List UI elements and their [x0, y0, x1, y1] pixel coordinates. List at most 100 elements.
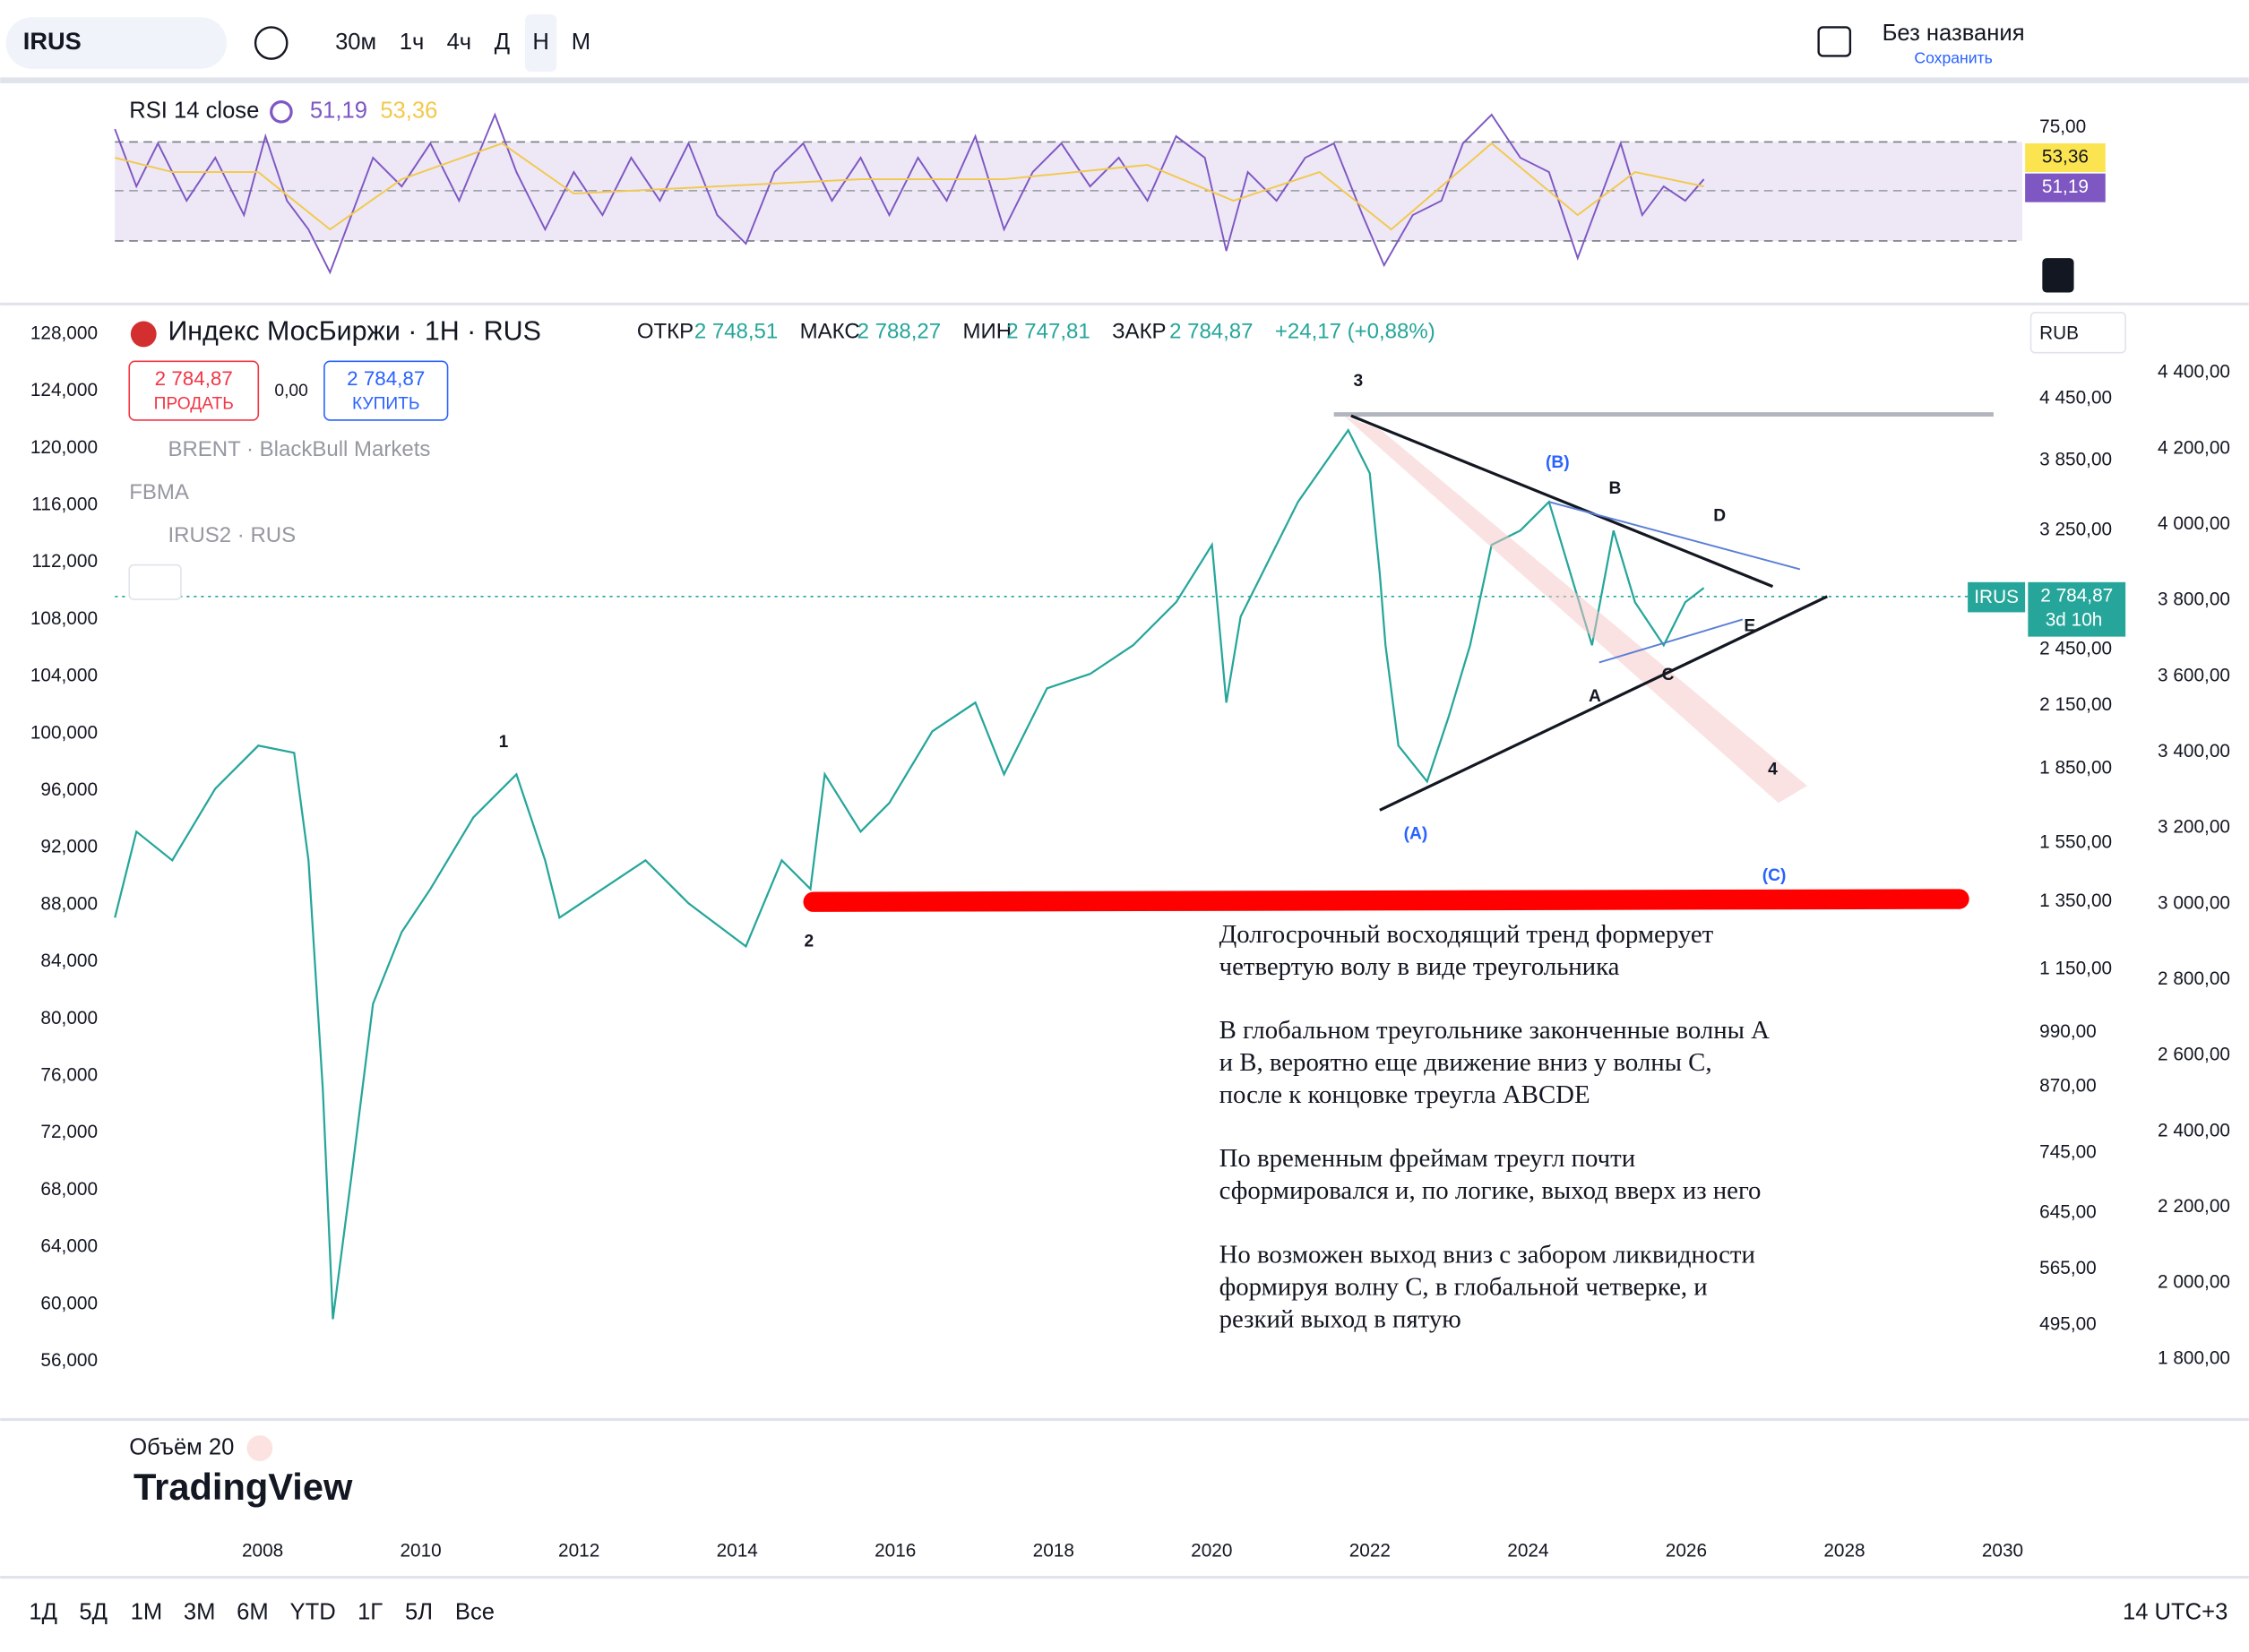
wave-label: B	[1608, 479, 1621, 498]
range-button[interactable]: 5Д	[79, 1599, 108, 1624]
tag-price: 2 784,87	[2040, 585, 2113, 606]
interval[interactable]: 1ч	[400, 30, 425, 55]
tag-symbol-bg	[1968, 581, 2026, 613]
layout-icon[interactable]	[1817, 26, 1852, 57]
wave-label: 4	[1768, 761, 1778, 779]
sell-label[interactable]: ПРОДАТЬ	[154, 394, 234, 413]
annotation-line: резкий выход в пятую	[1219, 1304, 1461, 1333]
left-axis-label: 92,000	[40, 837, 98, 857]
interval[interactable]: Н	[532, 30, 548, 55]
active-interval-bg	[524, 14, 557, 73]
buy-label[interactable]: КУПИТЬ	[352, 394, 419, 413]
x-axis-label: 2012	[558, 1540, 599, 1561]
rsi-value-tag-text: 51,19	[2042, 176, 2089, 197]
mid-axis-label: 745,00	[2039, 1141, 2097, 1162]
range-button[interactable]: 1Д	[29, 1599, 57, 1624]
price-series	[114, 427, 1705, 1320]
auto-scale[interactable]	[2042, 258, 2074, 293]
left-axis-label: 104,000	[30, 666, 98, 686]
x-axis-label: 2030	[1982, 1540, 2023, 1561]
collapse-button[interactable]	[128, 564, 182, 600]
overlay-name: IRUS2 · RUS	[168, 523, 296, 547]
currency[interactable]: RUB	[2039, 323, 2079, 343]
range-button[interactable]: 3М	[184, 1599, 216, 1624]
overlay-name: BRENT · BlackBull Markets	[168, 437, 430, 461]
wave-label: D	[1713, 506, 1726, 525]
right-axis-label: 2 400,00	[2158, 1120, 2230, 1140]
left-axis-label: 84,000	[40, 951, 98, 971]
range-button[interactable]: 1Г	[358, 1599, 383, 1624]
right-axis-label: 4 400,00	[2158, 362, 2230, 383]
ohlc-value: 2 784,87	[1169, 320, 1253, 344]
timezone[interactable]: 14 UTC+3	[2123, 1599, 2227, 1624]
rsi-refresh[interactable]	[270, 100, 293, 124]
spread: 0,00	[274, 382, 307, 400]
ohlc-label: ЗАКР	[1112, 320, 1167, 344]
annotation-line: сформировался и, по логике, выход вверх …	[1219, 1176, 1762, 1205]
save-button[interactable]: Сохранить	[1914, 48, 1992, 66]
left-axis-label: 116,000	[31, 495, 98, 515]
range-button[interactable]: YTD	[290, 1599, 336, 1624]
rsi-ma-line	[114, 142, 1704, 231]
currency-select[interactable]	[2029, 312, 2126, 354]
left-axis-label: 88,000	[40, 893, 98, 914]
left-axis-label: 100,000	[30, 722, 98, 743]
ohlc-label: МИН	[962, 320, 1012, 344]
interval[interactable]: 4ч	[447, 30, 472, 55]
annotation-line: после к концовке треугла ABCDE	[1219, 1080, 1590, 1109]
symbol[interactable]: IRUS	[23, 27, 82, 55]
left-axis-label: 76,000	[40, 1065, 98, 1086]
ohlc-change: +24,17 (+0,88%)	[1275, 320, 1435, 344]
left-axis-label: 120,000	[30, 437, 98, 458]
brand: TradingView	[134, 1466, 353, 1508]
right-axis-label: 2 200,00	[2158, 1196, 2230, 1217]
flag	[130, 321, 157, 348]
mid-axis-label: 870,00	[2039, 1076, 2097, 1097]
volume-warning[interactable]	[246, 1435, 273, 1461]
symbol-search[interactable]	[5, 17, 228, 69]
range-button[interactable]: 5Л	[405, 1599, 433, 1624]
interval[interactable]: М	[572, 30, 590, 55]
left-axis-label: 124,000	[30, 380, 98, 400]
inner-upper	[1548, 501, 1801, 571]
annotation-line: Но возможен выход вниз с забором ликвидн…	[1219, 1240, 1755, 1269]
x-axis-label: 2014	[717, 1540, 758, 1561]
ohlc-value: 2 788,27	[857, 320, 941, 344]
right-axis-label: 3 000,00	[2158, 892, 2230, 913]
triangle-lower	[1379, 595, 1828, 812]
wave-label: E	[1744, 617, 1755, 636]
range-button[interactable]: 6М	[237, 1599, 269, 1624]
add-symbol[interactable]	[254, 26, 289, 60]
sell-price[interactable]: 2 784,87	[155, 367, 233, 390]
layout-name[interactable]: Без названия	[1883, 21, 2025, 46]
tag-symbol: IRUS	[1974, 587, 2019, 607]
mid-axis-label: 4 450,00	[2039, 387, 2112, 408]
interval[interactable]: 30м	[335, 30, 376, 55]
mid-axis-label: 990,00	[2039, 1021, 2097, 1042]
range-button[interactable]: 1М	[131, 1599, 163, 1624]
volume-label: Объём 20	[129, 1434, 234, 1459]
mid-axis-label: 1 350,00	[2039, 891, 2112, 911]
support-line	[803, 889, 1969, 912]
interval[interactable]: Д	[495, 30, 510, 55]
annotation-line: В глобальном треугольнике законченные во…	[1219, 1016, 1771, 1045]
mid-axis-label: 2 150,00	[2039, 694, 2112, 715]
top-toolbar	[0, 0, 2249, 81]
annotation-line: и В, вероятно еще движение вниз у волны …	[1219, 1048, 1712, 1077]
tag-countdown: 3d 10h	[2046, 610, 2103, 631]
rsi-value-tag	[2025, 173, 2106, 202]
x-axis-label: 2028	[1823, 1540, 1865, 1561]
range-button[interactable]: Все	[455, 1599, 495, 1624]
right-axis-label: 3 200,00	[2158, 817, 2230, 838]
buy-price[interactable]: 2 784,87	[347, 367, 425, 390]
mid-axis-label: 495,00	[2039, 1313, 2097, 1334]
mid-axis-label: 2 450,00	[2039, 639, 2112, 659]
x-axis-label: 2016	[875, 1540, 916, 1561]
left-axis-label: 80,000	[40, 1008, 98, 1028]
right-axis-label: 3 600,00	[2158, 665, 2230, 685]
rsi-ma-tag-text: 53,36	[2042, 147, 2089, 168]
buy-button[interactable]	[323, 360, 449, 421]
sell-button[interactable]	[128, 360, 260, 421]
x-axis-label: 2008	[242, 1540, 283, 1561]
wave-label: (C)	[1762, 866, 1787, 885]
